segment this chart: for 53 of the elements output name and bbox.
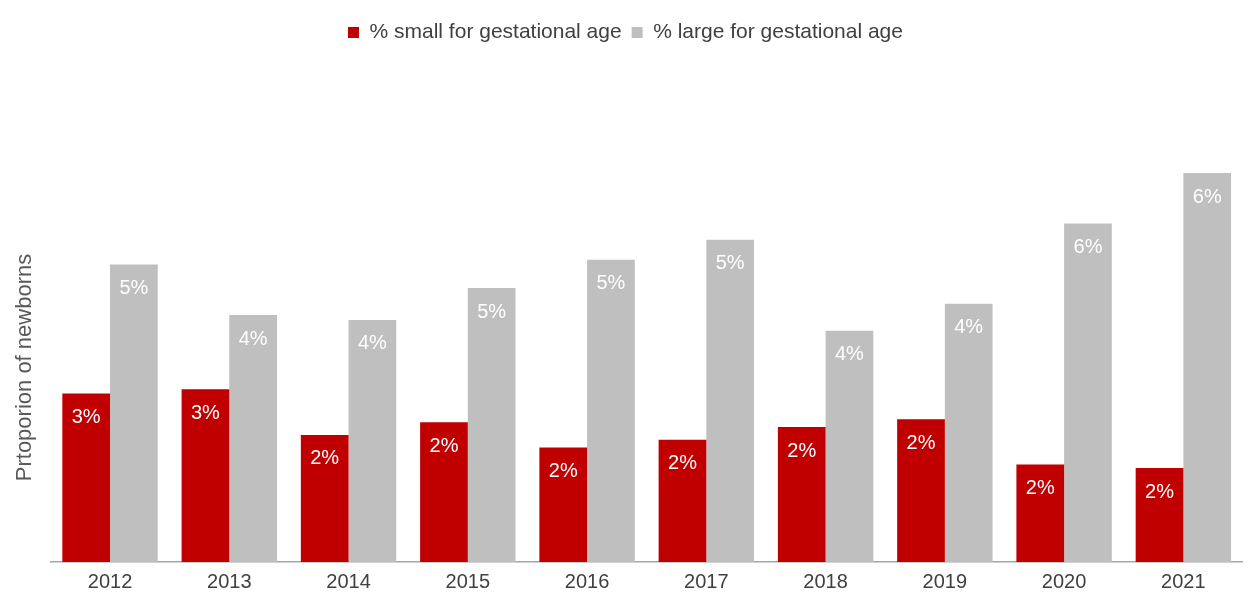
bar: [825, 330, 874, 562]
x-tick-label: 2014: [326, 569, 371, 592]
bar: [181, 389, 230, 562]
bar: [706, 239, 755, 562]
bar: [420, 422, 468, 562]
data-label: 5%: [596, 271, 626, 294]
bar: [229, 315, 277, 562]
x-tick-label: 2017: [684, 569, 729, 592]
data-label: 3%: [190, 400, 221, 423]
bar: [467, 288, 516, 562]
legend-label: % large for gestational age: [653, 19, 903, 43]
data-label: 4%: [357, 331, 388, 354]
data-label: 4%: [954, 315, 984, 338]
bar: [658, 439, 707, 562]
x-tick-label: 2020: [1041, 569, 1087, 592]
bar: [1064, 223, 1112, 562]
x-tick-label: 2015: [445, 569, 491, 592]
bar: [777, 427, 826, 562]
bar: [1135, 468, 1184, 562]
data-label: 5%: [715, 251, 745, 274]
x-tick-label: 2019: [922, 569, 968, 592]
data-label: 2%: [668, 451, 698, 474]
data-label: 6%: [1073, 235, 1103, 258]
data-label: 5%: [119, 276, 149, 299]
data-label: 2%: [1145, 479, 1175, 502]
bar: [944, 303, 993, 562]
data-label: 6%: [1192, 184, 1222, 207]
y-axis-title: Prtoporion of newborns: [11, 253, 37, 482]
x-tick-label: 2018: [803, 569, 848, 592]
data-label: 2%: [906, 430, 936, 453]
bar: [1016, 464, 1065, 562]
bar: [539, 447, 588, 562]
legend-label: % small for gestational age: [369, 19, 622, 43]
data-label: 5%: [477, 299, 507, 322]
data-label: 2%: [787, 438, 817, 461]
data-label: 2%: [1025, 475, 1055, 498]
bar: [348, 319, 397, 562]
bar: [62, 393, 111, 562]
bar: [897, 419, 945, 562]
data-label: 3%: [71, 404, 101, 427]
data-label: 4%: [834, 342, 865, 365]
data-label: 2%: [310, 446, 340, 469]
bar: [300, 434, 349, 562]
bar: [587, 259, 635, 562]
bar: [110, 264, 158, 562]
x-tick-label: 2013: [207, 569, 252, 592]
x-tick-label: 2012: [87, 569, 133, 592]
x-tick-label: 2016: [564, 569, 610, 592]
data-label: 4%: [238, 326, 268, 349]
data-label: 2%: [429, 433, 459, 456]
bar: [1183, 173, 1232, 562]
x-tick-label: 2021: [1161, 569, 1206, 592]
data-label: 2%: [548, 459, 578, 482]
